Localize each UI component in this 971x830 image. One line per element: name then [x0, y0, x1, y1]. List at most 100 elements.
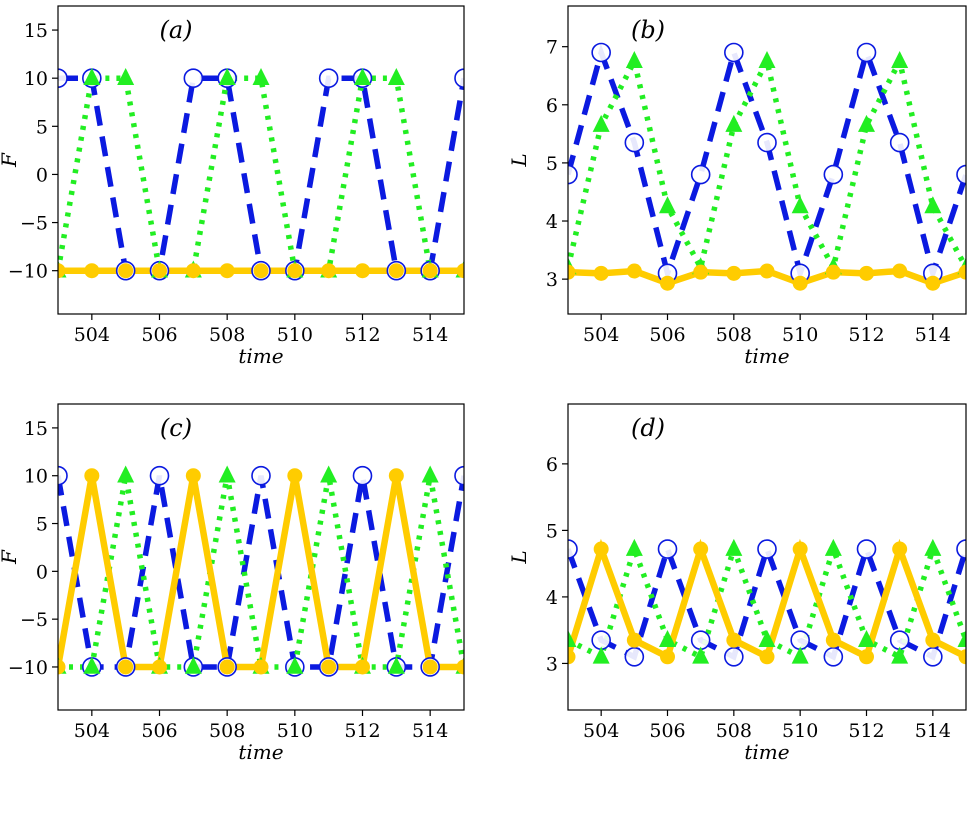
data-point [757, 132, 777, 153]
axes-frame [567, 403, 967, 711]
data-point [218, 465, 236, 483]
data-point [790, 630, 810, 650]
x-tick-label: 504 [583, 720, 619, 742]
data-point [118, 263, 134, 279]
data-point [924, 196, 942, 214]
y-axis-label: L [507, 153, 531, 167]
data-point [823, 646, 844, 667]
data-point [422, 659, 438, 675]
data-point [825, 632, 841, 648]
data-point [791, 196, 809, 214]
data-point [568, 264, 576, 280]
data-point [252, 67, 270, 85]
series-line-green-dotted-triangle [568, 53, 966, 276]
x-tick-label: 510 [277, 720, 313, 742]
series-line-blue-dashed-circle [568, 43, 966, 284]
data-point [84, 468, 100, 484]
data-point [568, 649, 576, 665]
data-point [388, 468, 404, 484]
x-tick-label: 510 [277, 324, 313, 346]
plot-area [568, 538, 966, 667]
y-axis-label: F [0, 152, 21, 168]
y-tick-label: −5 [20, 609, 48, 631]
data-point [152, 263, 167, 279]
y-tick-label: 3 [546, 269, 558, 291]
y-tick-label: 15 [24, 20, 48, 42]
data-point [456, 263, 464, 279]
y-tick-label: 0 [36, 164, 48, 186]
x-tick-label: 512 [848, 720, 884, 742]
data-point [454, 465, 464, 486]
x-tick-label: 512 [344, 324, 380, 346]
data-point [84, 263, 100, 279]
data-point [626, 263, 642, 279]
data-point [58, 263, 66, 279]
y-tick-label: 3 [546, 653, 558, 675]
data-point [149, 465, 170, 486]
y-tick-label: 4 [546, 211, 558, 233]
x-tick-label: 508 [209, 324, 245, 346]
y-tick-label: 5 [36, 514, 48, 536]
series-line-blue-dashed-circle [58, 75, 464, 274]
y-tick-label: 5 [546, 153, 558, 175]
data-point [892, 263, 908, 279]
data-point [422, 263, 438, 279]
data-point [825, 264, 841, 280]
data-point [724, 42, 744, 63]
data-point [690, 164, 711, 185]
data-point [889, 132, 910, 153]
y-tick-label: 5 [36, 116, 48, 138]
data-point [724, 646, 744, 667]
x-axis-label: time [744, 740, 789, 764]
y-axis-label: F [0, 549, 21, 565]
data-point [355, 263, 370, 279]
y-axis-label: L [507, 550, 531, 564]
data-point [958, 649, 966, 665]
data-point [859, 649, 874, 665]
data-point [388, 263, 404, 279]
data-point [58, 465, 68, 486]
x-tick-label: 504 [74, 324, 110, 346]
data-point [352, 465, 373, 486]
data-point [184, 656, 202, 674]
x-axis-label: time [238, 740, 283, 764]
data-point [218, 67, 236, 85]
data-point [219, 659, 235, 675]
data-point [923, 646, 943, 667]
data-point [354, 67, 371, 85]
data-point [823, 164, 844, 185]
data-point [693, 264, 709, 280]
data-point [321, 263, 337, 279]
x-tick-label: 504 [74, 720, 110, 742]
axes-frame [57, 5, 465, 315]
data-point [791, 646, 809, 664]
plot-area [58, 67, 464, 281]
data-point [286, 656, 304, 674]
data-point [891, 646, 909, 664]
data-point [591, 42, 611, 63]
data-point [454, 68, 464, 88]
data-point [219, 263, 235, 279]
x-tick-label: 506 [649, 324, 685, 346]
x-tick-label: 508 [716, 324, 752, 346]
data-point [858, 629, 875, 647]
data-point [83, 67, 101, 85]
data-point [792, 275, 808, 291]
data-point [592, 114, 610, 132]
x-tick-label: 514 [915, 720, 951, 742]
data-point [725, 538, 743, 556]
data-point [859, 265, 874, 281]
data-point [856, 42, 877, 63]
data-point [660, 275, 675, 291]
data-point [355, 659, 370, 675]
data-point [251, 465, 271, 486]
data-point [321, 659, 337, 675]
data-point [118, 659, 134, 675]
plot-area [568, 42, 966, 291]
y-tick-label: 5 [546, 520, 558, 542]
data-point [83, 656, 101, 674]
data-point [287, 263, 303, 279]
y-tick-label: −5 [20, 213, 48, 235]
y-tick-label: 10 [24, 68, 48, 90]
data-point [758, 629, 776, 647]
